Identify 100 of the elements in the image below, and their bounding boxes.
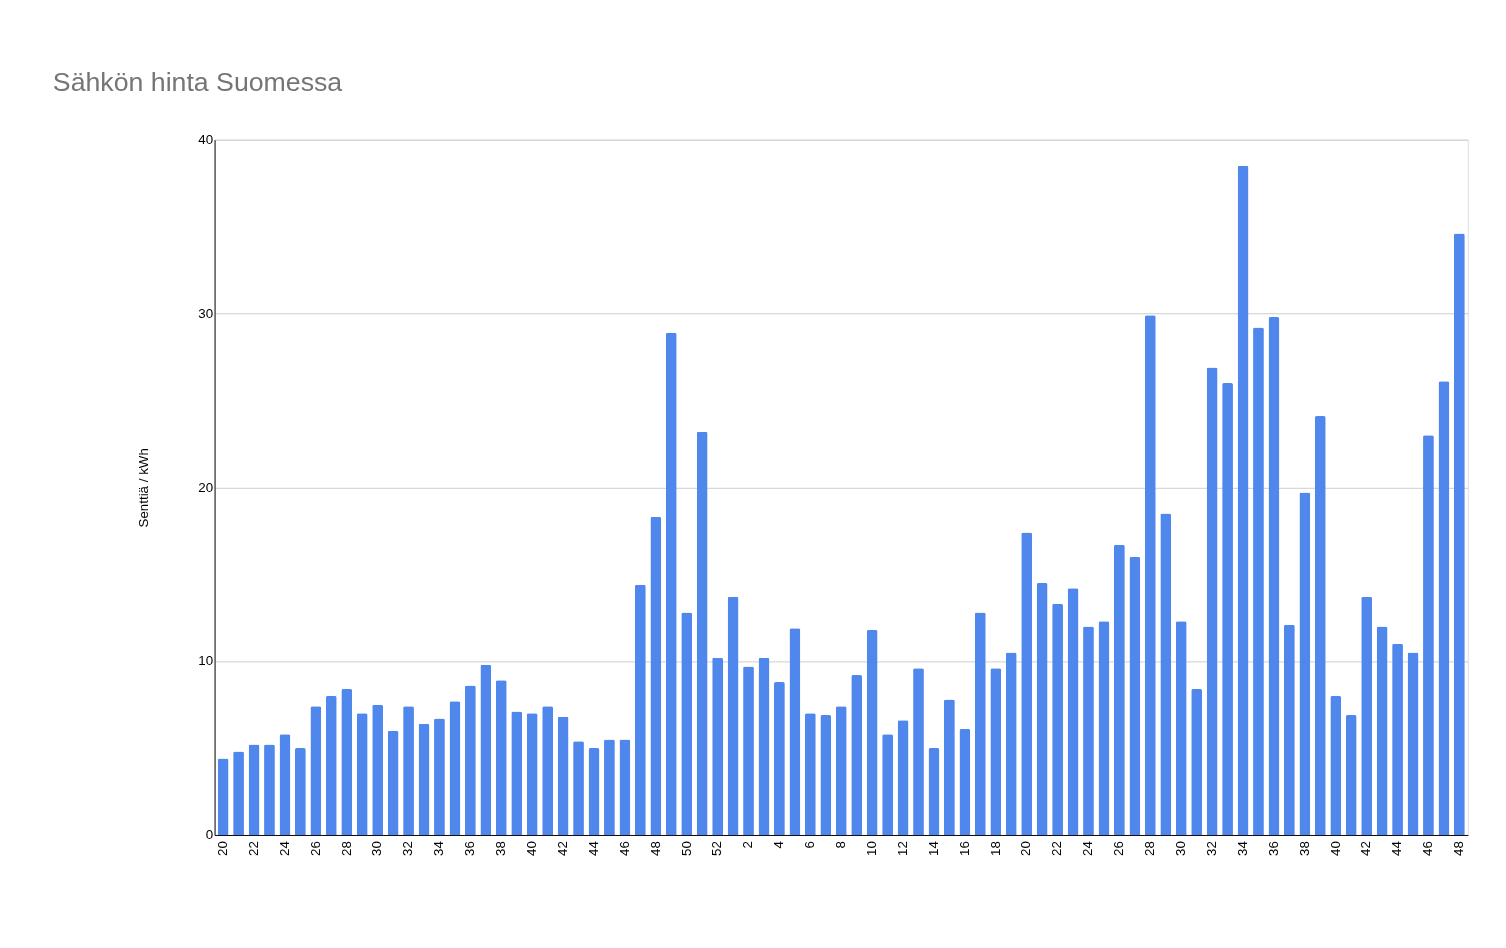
bar [511,711,523,835]
bar [1376,626,1388,835]
x-tick-label: 30 [369,841,385,857]
bar [727,596,739,835]
x-tick-label: 52 [709,841,725,857]
bar [1438,381,1450,835]
bar [974,612,986,835]
bar [1005,652,1017,835]
bar [542,706,554,835]
bar [1314,416,1326,835]
bar [1191,688,1203,835]
bar [774,682,785,835]
y-tick-label: 10 [198,653,214,669]
bar [464,685,476,835]
bar [835,706,847,835]
x-tick-label: 44 [1389,840,1405,857]
chart-title: Sähkön hinta Suomessa [52,67,343,98]
x-tick-label: 42 [554,841,570,857]
x-tick-label: 22 [245,841,261,857]
x-tick-label: 40 [523,841,539,857]
x-tick-label: 24 [276,840,292,857]
bar [387,730,399,835]
bar [526,713,538,835]
x-tick-label: 6 [802,841,818,849]
x-tick-label: 8 [833,841,849,849]
x-tick-label: 26 [1111,841,1127,857]
bar [928,748,940,835]
bar [1206,367,1218,835]
y-axis-title: Senttiä / kWh [135,448,151,528]
y-tick-label: 30 [198,305,214,321]
bar [217,758,229,835]
bar [1160,513,1172,835]
bar [1144,315,1156,835]
bar [495,680,507,835]
bar [990,668,1002,835]
bar [557,716,569,835]
bar [681,612,693,835]
bar [758,657,770,835]
bar [1021,532,1033,835]
x-tick-label: 44 [585,840,601,857]
bar [619,739,631,835]
bar [1345,715,1357,835]
x-tick-label: 28 [1142,841,1158,857]
x-tick-label: 38 [493,841,509,857]
bar [310,706,322,835]
bar [294,748,306,835]
bar [789,628,801,835]
x-tick-label: 32 [400,841,416,857]
bar [449,701,461,835]
bar [356,713,368,835]
x-tick-label: 46 [616,841,632,857]
x-tick-label: 20 [214,841,230,857]
bar [820,715,832,835]
x-tick-label: 24 [1080,840,1096,857]
x-tick-label: 2 [740,841,756,849]
y-tick-label: 0 [205,827,214,843]
x-tick-label: 32 [1203,841,1219,857]
bar [804,713,816,835]
x-tick-label: 4 [771,840,787,849]
bar [1098,621,1110,835]
x-tick-label: 46 [1420,841,1436,857]
x-tick-label: 48 [647,841,663,857]
x-tick-label: 40 [1327,841,1343,857]
x-tick-label: 30 [1173,841,1189,857]
x-tick-label: 36 [462,841,478,857]
bar [279,734,291,835]
bar [696,431,708,835]
bar [341,688,353,835]
bar [1407,652,1419,835]
bar [1113,544,1125,835]
x-tick-label: 26 [307,841,323,857]
x-tick-label: 38 [1296,841,1312,857]
x-tick-label: 18 [987,841,1003,857]
x-tick-label: 50 [678,841,694,857]
x-tick-label: 48 [1451,841,1467,857]
x-tick-label: 36 [1265,841,1281,857]
x-tick-label: 10 [863,841,879,857]
bar [943,699,955,835]
bar [851,675,863,835]
bar [665,332,677,835]
x-tick-label: 34 [431,840,447,857]
bar [325,695,337,835]
x-tick-label: 42 [1358,841,1374,857]
y-tick-label: 40 [198,131,214,147]
bar [418,723,430,835]
x-tick-label: 20 [1018,841,1034,857]
bar [1067,588,1079,835]
bar [480,664,492,835]
x-tick-label: 34 [1234,840,1250,857]
bar [897,720,909,835]
bar [372,704,384,835]
x-tick-label: 12 [894,841,910,857]
bar [1453,233,1465,835]
bar [1175,621,1187,835]
y-tick-label: 20 [198,479,214,495]
bar [1299,492,1311,835]
bar [650,516,662,835]
bar [634,584,646,835]
bar [1283,624,1295,835]
bar [248,744,260,835]
